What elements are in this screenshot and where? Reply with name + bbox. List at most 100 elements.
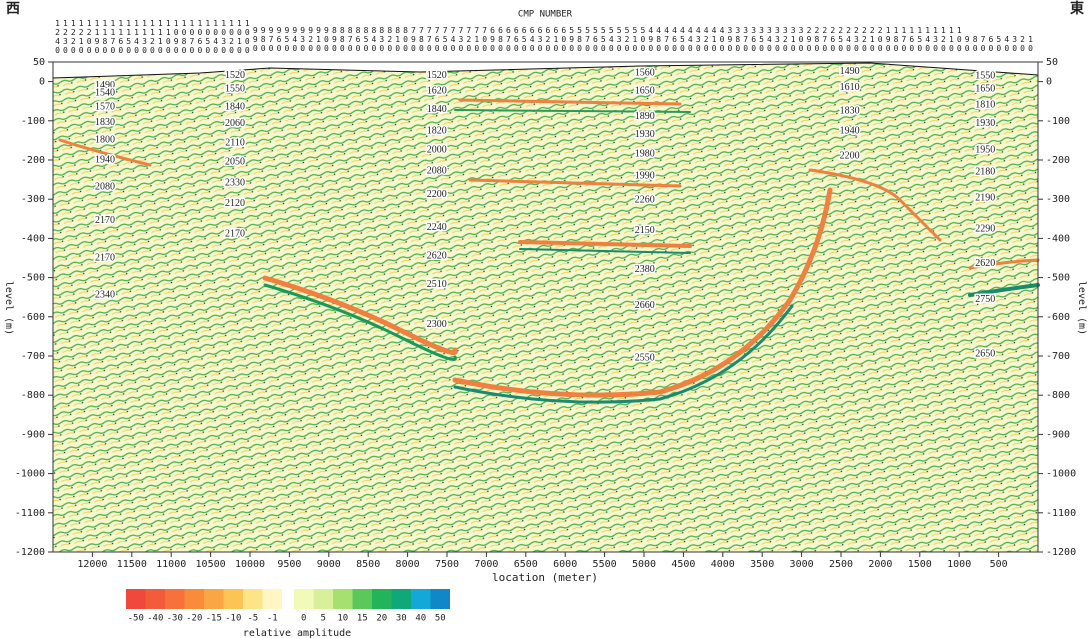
- x-tick-label: 10500: [196, 559, 226, 570]
- cmp-number: 1010: [234, 19, 244, 55]
- velocity-label: 2170: [95, 252, 115, 263]
- cmp-number: 460: [670, 26, 680, 53]
- x-tick-label: 8500: [356, 559, 380, 570]
- velocity-label: 2080: [427, 166, 447, 177]
- cmp-number: 360: [749, 26, 759, 53]
- y-tick-label-right: -600: [1046, 312, 1070, 323]
- y-tick-label-right: -900: [1046, 429, 1070, 440]
- cmp-number: 450: [677, 26, 687, 53]
- cmp-number: 760: [432, 26, 442, 53]
- cmp-number: 1220: [68, 19, 78, 55]
- colorbar-tick-label: 50: [435, 614, 446, 624]
- cmp-number: 930: [298, 26, 308, 53]
- cmp-number: 250: [836, 26, 846, 53]
- velocity-label: 1980: [635, 148, 655, 159]
- velocity-label: 1800: [95, 135, 115, 146]
- cmp-number: 1030: [219, 19, 229, 55]
- cmp-number: 1120: [147, 19, 157, 55]
- colorbar-swatch: [391, 589, 411, 609]
- colorbar-swatch: [333, 589, 353, 609]
- velocity-label: 2650: [975, 348, 995, 359]
- velocity-label: 2170: [225, 228, 245, 239]
- cmp-number: 790: [408, 26, 418, 53]
- cmp-number: 1240: [53, 19, 62, 55]
- y-tick-label: -900: [21, 429, 45, 440]
- cmp-number: 1020: [227, 19, 237, 55]
- velocity-label: 1520: [427, 70, 447, 81]
- cmp-number: 480: [654, 26, 664, 53]
- velocity-label: 1940: [840, 125, 860, 136]
- colorbar-tick-label: 30: [396, 614, 407, 624]
- y-tick-label: -1100: [15, 508, 45, 519]
- cmp-number: 1190: [92, 19, 102, 55]
- velocity-label: 2750: [975, 294, 995, 305]
- cmp-number: 660: [511, 26, 521, 53]
- cmp-number: 900: [321, 26, 331, 53]
- colorbar-swatch: [184, 589, 204, 609]
- colorbar-swatch: [430, 589, 450, 609]
- cmp-number: 220: [859, 26, 869, 53]
- cmp-number: 270: [820, 26, 830, 53]
- cmp-number: 500: [638, 26, 648, 53]
- cmp-number: 470: [662, 26, 672, 53]
- cmp-number: 30: [1010, 35, 1020, 53]
- y-tick-label-right: -800: [1046, 390, 1070, 401]
- x-tick-label: 6000: [553, 559, 577, 570]
- velocity-label: 1990: [635, 170, 655, 181]
- x-tick-label: 3500: [750, 559, 774, 570]
- cmp-number: 830: [377, 26, 387, 53]
- cmp-number: 100: [954, 26, 964, 53]
- velocity-label: 1490: [95, 80, 115, 91]
- cmp-number: 310: [788, 26, 798, 53]
- velocity-label: 1540: [95, 88, 115, 99]
- cmp-number: 890: [329, 26, 339, 53]
- velocity-label: 2620: [427, 250, 447, 261]
- surface-line: [52, 62, 1039, 79]
- cmp-number: 1130: [140, 19, 150, 55]
- velocity-label: 1560: [635, 67, 655, 78]
- colorbar-tick-label: -50: [128, 614, 144, 624]
- x-tick-label: 11500: [117, 559, 147, 570]
- cmp-number: 530: [614, 26, 624, 53]
- y-tick-label-right: -500: [1046, 273, 1070, 284]
- cmp-number: 230: [851, 26, 861, 53]
- velocity-label: 1520: [225, 70, 245, 81]
- y-tick-label: -100: [21, 116, 45, 127]
- cmp-number: 780: [416, 26, 426, 53]
- velocity-label: 1830: [95, 117, 115, 128]
- cmp-number: 870: [345, 26, 355, 53]
- velocity-label: 1840: [427, 104, 447, 115]
- reflectors: [58, 98, 1040, 404]
- x-tick-label: 9500: [277, 559, 301, 570]
- y-tick-label: -800: [21, 390, 45, 401]
- velocity-label: 2170: [95, 215, 115, 226]
- colorbar-swatch: [243, 589, 263, 609]
- x-tick-label: 10000: [235, 559, 265, 570]
- cmp-number: 770: [424, 26, 434, 53]
- x-tick-label: 6500: [514, 559, 538, 570]
- cmp-number: 650: [519, 26, 529, 53]
- velocity-label: 2550: [635, 352, 655, 363]
- velocity-label: 1620: [427, 85, 447, 96]
- velocity-label: 1650: [635, 85, 655, 96]
- colorbar-swatch: [372, 589, 392, 609]
- cmp-number: 300: [796, 26, 806, 53]
- x-tick-label: 7500: [435, 559, 459, 570]
- velocity-label: 2240: [427, 222, 447, 233]
- x-tick-label: 5000: [632, 559, 656, 570]
- velocity-label: 2050: [225, 156, 245, 167]
- velocity-label: 2120: [225, 198, 245, 209]
- y-tick-label-right: 50: [1046, 57, 1058, 68]
- cmp-number: 960: [274, 26, 284, 53]
- velocity-label: 2060: [225, 118, 245, 129]
- cmp-number: 920: [306, 26, 316, 53]
- cmp-number: 970: [266, 26, 276, 53]
- cmp-number: 730: [456, 26, 466, 53]
- x-tick-label: 2500: [829, 559, 853, 570]
- colorbar-tick-label: 20: [376, 614, 387, 624]
- cmp-number: 1000: [242, 19, 252, 55]
- cmp-number: 840: [369, 26, 379, 53]
- cmp-number: 670: [503, 26, 513, 53]
- colorbar-tick-label: 0: [301, 614, 306, 624]
- cmp-number: 330: [772, 26, 782, 53]
